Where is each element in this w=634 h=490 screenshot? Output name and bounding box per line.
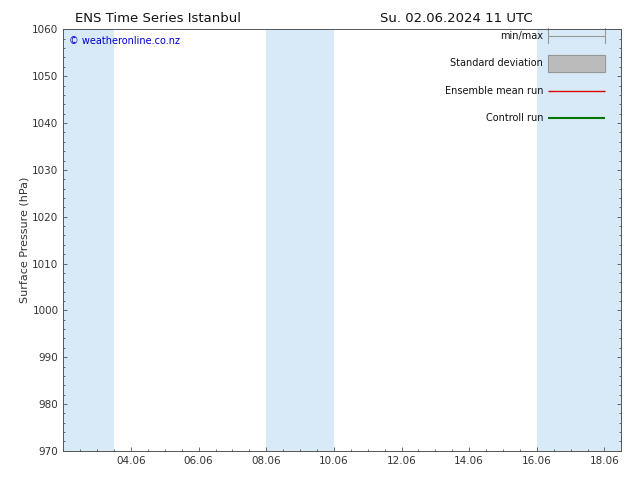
- Text: © weatheronline.co.nz: © weatheronline.co.nz: [69, 36, 180, 46]
- Text: min/max: min/max: [500, 31, 543, 41]
- Bar: [537, 29, 621, 451]
- Text: Controll run: Controll run: [486, 113, 543, 123]
- Bar: [266, 29, 334, 451]
- Text: ENS Time Series Istanbul: ENS Time Series Istanbul: [75, 12, 241, 25]
- FancyBboxPatch shape: [548, 55, 605, 72]
- Text: Ensemble mean run: Ensemble mean run: [444, 85, 543, 96]
- Text: Su. 02.06.2024 11 UTC: Su. 02.06.2024 11 UTC: [380, 12, 533, 25]
- Y-axis label: Surface Pressure (hPa): Surface Pressure (hPa): [20, 177, 30, 303]
- Bar: [63, 29, 114, 451]
- Text: Standard deviation: Standard deviation: [450, 58, 543, 68]
